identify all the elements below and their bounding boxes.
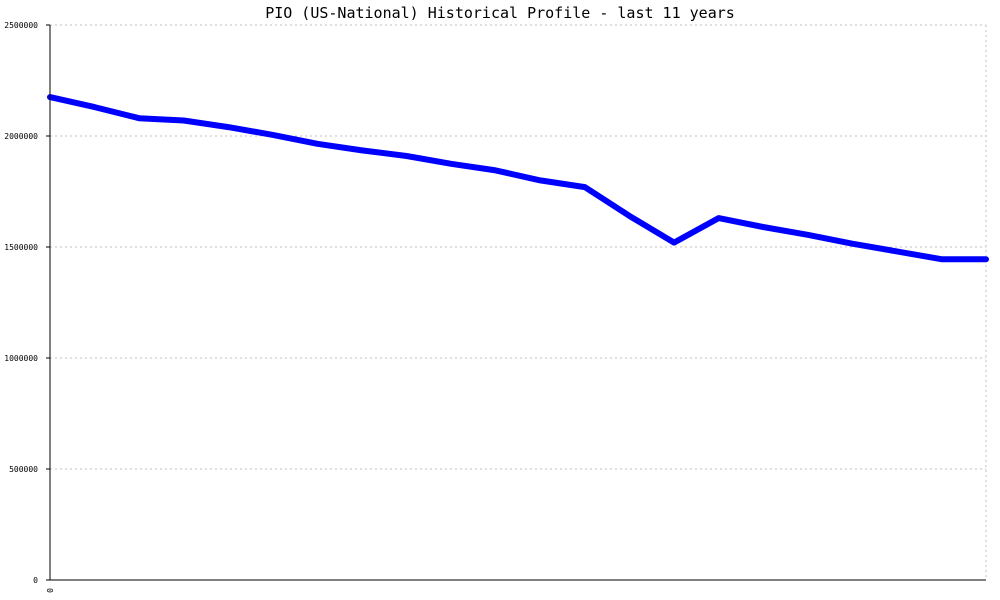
y-tick-label: 1000000 bbox=[4, 354, 38, 363]
y-axis-ticks: 0 500000 1000000 1500000 2000000 2500000 bbox=[4, 21, 50, 585]
data-point bbox=[805, 232, 810, 237]
data-point bbox=[984, 257, 988, 262]
data-point bbox=[939, 257, 944, 262]
x-tick-label: 0 bbox=[46, 588, 55, 593]
data-point bbox=[582, 185, 587, 190]
data-point bbox=[404, 153, 409, 158]
data-point bbox=[137, 116, 142, 121]
grid-lines bbox=[50, 24, 987, 580]
y-tick-label: 500000 bbox=[9, 465, 38, 474]
data-point bbox=[850, 241, 855, 246]
data-point bbox=[92, 105, 97, 110]
x-axis-ticks: 0 bbox=[46, 588, 55, 593]
data-point bbox=[493, 168, 498, 173]
data-point bbox=[716, 216, 721, 221]
data-point bbox=[449, 161, 454, 166]
y-tick-label: 1500000 bbox=[4, 243, 38, 252]
data-point bbox=[761, 225, 766, 230]
data-point bbox=[538, 178, 543, 183]
data-point bbox=[226, 125, 231, 130]
data-point bbox=[181, 118, 186, 123]
series-layer bbox=[47, 94, 989, 263]
data-point bbox=[627, 213, 632, 218]
data-point bbox=[270, 132, 275, 137]
series-line bbox=[47, 94, 989, 263]
data-point bbox=[315, 141, 320, 146]
y-tick-label: 2500000 bbox=[4, 21, 38, 30]
y-tick-label: 2000000 bbox=[4, 132, 38, 141]
data-point bbox=[894, 249, 899, 254]
y-tick-label: 0 bbox=[33, 576, 38, 585]
data-point bbox=[360, 148, 364, 153]
data-point bbox=[672, 240, 676, 245]
chart-title: PIO (US-National) Historical Profile - l… bbox=[265, 4, 735, 22]
